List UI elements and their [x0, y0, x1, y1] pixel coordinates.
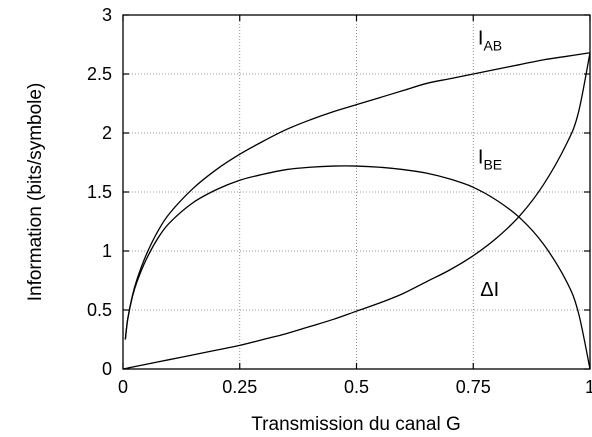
x-tick-labels: 0 0.25 0.5 0.75 1	[118, 377, 592, 397]
series-lines	[122, 52, 591, 370]
x-tick-label: 0.5	[344, 377, 369, 397]
y-tick-label: 1.5	[87, 182, 112, 202]
series-line-1	[124, 165, 591, 370]
series-label-main: ΔI	[480, 279, 499, 301]
x-tick-label: 0.25	[222, 377, 257, 397]
y-axis-label: Information (bits/symbole)	[25, 83, 46, 302]
series-label-main: I	[478, 28, 484, 50]
series-label-1: IBE	[478, 147, 502, 173]
tick-marks	[122, 14, 591, 370]
series-label-0: IAB	[478, 28, 502, 54]
y-tick-label: 0	[102, 359, 112, 379]
series-line-2	[122, 52, 591, 370]
x-tick-label: 0.75	[456, 377, 491, 397]
grid	[123, 15, 590, 369]
y-tick-label: 1	[102, 241, 112, 261]
y-tick-labels: 0 0.5 1 1.5 2 2.5 3	[87, 5, 112, 379]
y-tick-label: 3	[102, 5, 112, 25]
y-tick-label: 2.5	[87, 64, 112, 84]
series-label-subscript: AB	[483, 38, 502, 54]
x-tick-label: 1	[585, 377, 592, 397]
series-label-main: I	[478, 147, 484, 169]
y-tick-label: 2	[102, 123, 112, 143]
x-tick-label: 0	[118, 377, 128, 397]
series-label-subscript: BE	[483, 157, 502, 173]
series-line-0	[124, 52, 591, 340]
y-tick-label: 0.5	[87, 300, 112, 320]
x-axis-label: Transmission du canal G	[251, 414, 460, 435]
series-label-2: ΔI	[480, 279, 499, 301]
